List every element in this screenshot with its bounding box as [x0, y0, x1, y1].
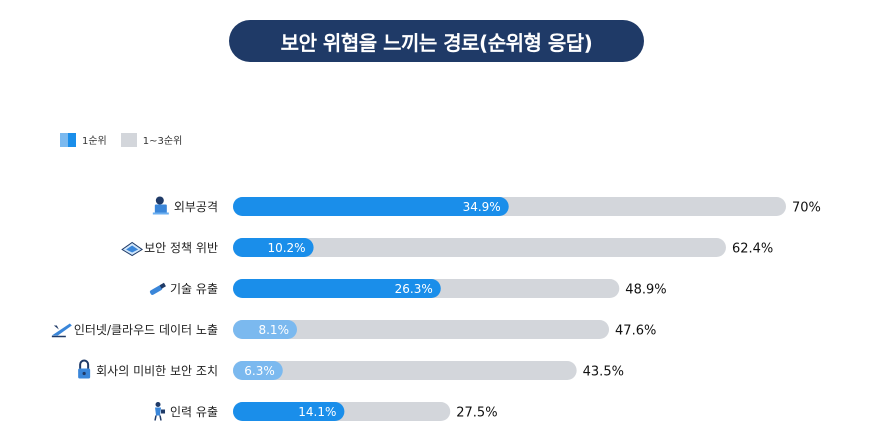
data-label-first: 6.3% — [244, 364, 275, 378]
bar-top3 — [233, 320, 610, 339]
bar-first — [233, 238, 314, 257]
data-label-top3: 47.6% — [615, 324, 656, 339]
usb-icon — [149, 282, 166, 295]
data-label-top3: 48.9% — [625, 283, 666, 298]
category-label: 기술 유출 — [170, 282, 218, 296]
data-label-first: 34.9% — [463, 200, 501, 214]
legend-swatch-top3 — [120, 132, 137, 147]
bar-first — [233, 320, 297, 339]
bar-first — [233, 197, 509, 216]
legend-swatch-first — [60, 132, 76, 147]
data-label-top3: 43.5% — [583, 365, 624, 380]
data-label-first: 14.1% — [298, 405, 336, 419]
legend: 1순위 1~3순위 — [60, 132, 196, 147]
legend-label-first: 1순위 — [82, 136, 107, 147]
data-label-first: 8.1% — [258, 323, 289, 337]
data-label-top3: 27.5% — [456, 406, 497, 421]
bar-top3 — [233, 238, 726, 257]
chart-title: 보안 위협을 느끼는 경로(순위형 응답) — [229, 20, 644, 62]
hacker-icon — [152, 196, 169, 215]
bar-top3 — [233, 361, 577, 380]
data-label-first: 10.2% — [267, 241, 305, 255]
data-label-first: 26.3% — [395, 282, 433, 296]
airplane-icon — [51, 323, 72, 338]
bar-first — [233, 402, 345, 421]
category-label: 회사의 미비한 보안 조치 — [96, 364, 218, 378]
category-label: 인터넷/클라우드 데이터 노출 — [74, 323, 218, 337]
legend-item-first: 1순위 — [60, 132, 107, 147]
padlock-icon — [78, 359, 91, 379]
laptop-icon — [121, 241, 144, 257]
data-label-top3: 62.4% — [732, 242, 773, 257]
data-label-top3: 70% — [792, 201, 821, 216]
legend-label-top3: 1~3순위 — [142, 136, 183, 147]
person-icon — [154, 402, 166, 421]
bar-first — [233, 361, 283, 380]
legend-item-top3: 1~3순위 — [120, 132, 183, 147]
category-label: 보안 정책 위반 — [144, 240, 218, 255]
category-label: 외부공격 — [174, 200, 218, 214]
bar-first — [233, 279, 441, 298]
category-label: 인력 유출 — [170, 405, 218, 419]
